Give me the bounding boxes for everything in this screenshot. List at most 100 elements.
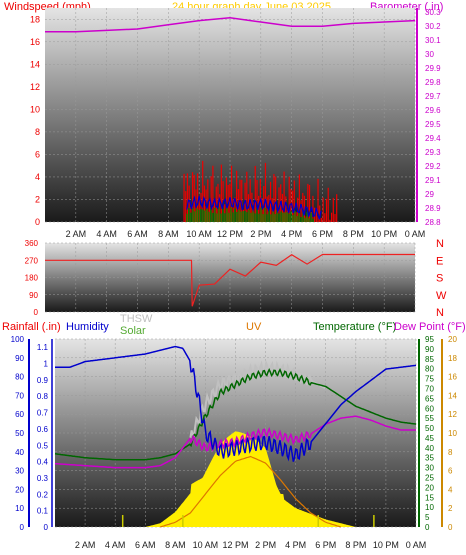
uv-y-tick-label: 4 xyxy=(448,485,453,494)
wind-x-tick-label: 10 PM xyxy=(371,229,397,239)
dewpoint-line xyxy=(54,415,416,469)
rain-y-tick-label: 0.9 xyxy=(37,376,49,385)
wind-x-tick-label: 8 AM xyxy=(158,229,179,239)
barometer-y-tick-label: 29.7 xyxy=(425,92,441,101)
humidity-y-tick-label: 50 xyxy=(15,429,24,438)
barometer-y-tick-label: 29.6 xyxy=(425,106,441,115)
uv-y-tick-label: 8 xyxy=(448,448,453,457)
temperature-y-tick-label: 45 xyxy=(425,434,434,443)
wind-x-tick-label: 6 AM xyxy=(127,229,148,239)
temperature-y-tick-label: 0 xyxy=(425,523,430,532)
temperature-y-tick-label: 60 xyxy=(425,404,434,413)
temperature-y-tick-label: 5 xyxy=(425,513,430,522)
climate-x-tick-label: 2 AM xyxy=(75,540,96,550)
temperature-y-tick-label: 95 xyxy=(425,335,434,344)
barometer-y-tick-label: 29.2 xyxy=(425,162,441,171)
wind-y-tick-label: 4 xyxy=(35,172,40,182)
rain-y-tick-label: 0.4 xyxy=(37,458,49,467)
thsw-label: THSW xyxy=(120,313,153,325)
wind-x-tick-label: 0 AM xyxy=(405,229,426,239)
climate-x-tick-label: 4 AM xyxy=(105,540,126,550)
wind-x-tick-label: 2 AM xyxy=(66,229,87,239)
wind-plot-layer: 2 AM 4 AM 6 AM 8 AM 10 AM 12 PM 2 PM 4 PM 6 PM 8 … xyxy=(30,8,441,239)
temperature-y-tick-label: 40 xyxy=(425,444,434,453)
barometer-y-tick-label: 29.1 xyxy=(425,176,441,185)
humidity-y-tick-label: 10 xyxy=(15,504,24,513)
barometer-y-tick-label: 30 xyxy=(425,50,434,59)
temperature-y-tick-label: 30 xyxy=(425,464,434,473)
direction-y-tick-label: 360 xyxy=(25,239,39,248)
wind-y-tick-label: 18 xyxy=(30,14,40,24)
wind-x-tick-label: 8 PM xyxy=(343,229,364,239)
temperature-y-tick-label: 55 xyxy=(425,414,434,423)
rain-y-tick-label: 0.5 xyxy=(37,441,49,450)
rain-y-tick-label: 0.6 xyxy=(37,425,49,434)
uv-y-tick-label: 2 xyxy=(448,504,453,513)
temperature-y-tick-label: 75 xyxy=(425,375,434,384)
temperature-y-tick-label: 50 xyxy=(425,424,434,433)
uv-y-tick-label: 14 xyxy=(448,391,457,400)
barometer-y-tick-label: 28.8 xyxy=(425,218,441,227)
wind-y-tick-label: 12 xyxy=(30,82,40,92)
climate-x-tick-label: 10 AM xyxy=(193,540,219,550)
temperature-y-tick-label: 25 xyxy=(425,474,434,483)
direction-compass-label: E xyxy=(436,255,443,267)
temperature-y-tick-label: 10 xyxy=(425,503,434,512)
temperature-y-tick-label: 85 xyxy=(425,355,434,364)
wind-y-tick-label: 14 xyxy=(30,59,40,69)
rain-y-tick-label: 0 xyxy=(44,523,49,532)
rain-y-tick-label: 1.1 xyxy=(37,343,49,352)
climate-x-tick-label: 4 PM xyxy=(285,540,306,550)
direction-line xyxy=(45,253,415,307)
barometer-y-tick-label: 29.8 xyxy=(425,78,441,87)
barometer-y-tick-label: 29.4 xyxy=(425,134,441,143)
climate-x-tick-label: 8 PM xyxy=(345,540,366,550)
wind-y-tick-label: 6 xyxy=(35,149,40,159)
climate-x-tick-label: 2 PM xyxy=(255,540,276,550)
barometer-y-tick-label: 30.1 xyxy=(425,36,441,45)
barometer-line xyxy=(45,17,416,33)
rainfall-axis-label: Rainfall (.in) xyxy=(2,321,61,333)
humidity-y-tick-label: 0 xyxy=(20,523,25,532)
wind-x-tick-label: 4 AM xyxy=(96,229,117,239)
uv-y-tick-label: 6 xyxy=(448,467,453,476)
wind-y-tick-label: 8 xyxy=(35,127,40,137)
uv-y-tick-label: 20 xyxy=(448,335,457,344)
humidity-axis-label: Humidity xyxy=(66,321,109,333)
barometer-y-tick-label: 29 xyxy=(425,190,434,199)
direction-compass-label: N xyxy=(436,307,444,319)
humidity-y-tick-label: 40 xyxy=(15,448,24,457)
temperature-y-tick-label: 65 xyxy=(425,394,434,403)
uv-y-tick-label: 10 xyxy=(448,429,457,438)
direction-compass-label: N xyxy=(436,238,444,250)
wind-y-tick-label: 2 xyxy=(35,194,40,204)
barometer-y-tick-label: 29.3 xyxy=(425,148,441,157)
direction-plot-layer: 0 N 90 W 180 S 270 E 360 N xyxy=(25,238,447,319)
temperature-y-tick-label: 80 xyxy=(425,365,434,374)
humidity-y-tick-label: 20 xyxy=(15,485,24,494)
temperature-y-tick-label: 15 xyxy=(425,493,434,502)
wind-y-tick-label: 0 xyxy=(35,217,40,227)
humidity-y-tick-label: 60 xyxy=(15,410,24,419)
uv-line xyxy=(160,455,341,528)
barometer-y-tick-label: 28.9 xyxy=(425,204,441,213)
barometer-y-tick-label: 30.3 xyxy=(425,8,441,17)
barometer-y-tick-label: 29.5 xyxy=(425,120,441,129)
uv-y-tick-label: 16 xyxy=(448,373,457,382)
rain-y-tick-label: 0.8 xyxy=(37,392,49,401)
wind-gust-line xyxy=(186,195,322,220)
humidity-y-tick-label: 70 xyxy=(15,391,24,400)
wind-x-tick-label: 2 PM xyxy=(250,229,271,239)
wind-x-tick-label: 4 PM xyxy=(281,229,302,239)
climate-plot-layer: 2 AM 4 AM 6 AM 8 AM 10 AM 12 PM 2 PM 4 PM 6 PM 8 … xyxy=(11,335,458,550)
solar-label: Solar xyxy=(120,325,146,337)
wind-x-tick-label: 12 PM xyxy=(217,229,243,239)
climate-x-tick-label: 10 PM xyxy=(373,540,399,550)
temperature-axis-label: Temperature (°F) xyxy=(313,321,396,333)
direction-y-tick-label: 270 xyxy=(25,256,39,265)
uv-y-tick-label: 0 xyxy=(448,523,453,532)
direction-compass-label: S xyxy=(436,273,443,285)
direction-compass-label: W xyxy=(436,290,447,302)
